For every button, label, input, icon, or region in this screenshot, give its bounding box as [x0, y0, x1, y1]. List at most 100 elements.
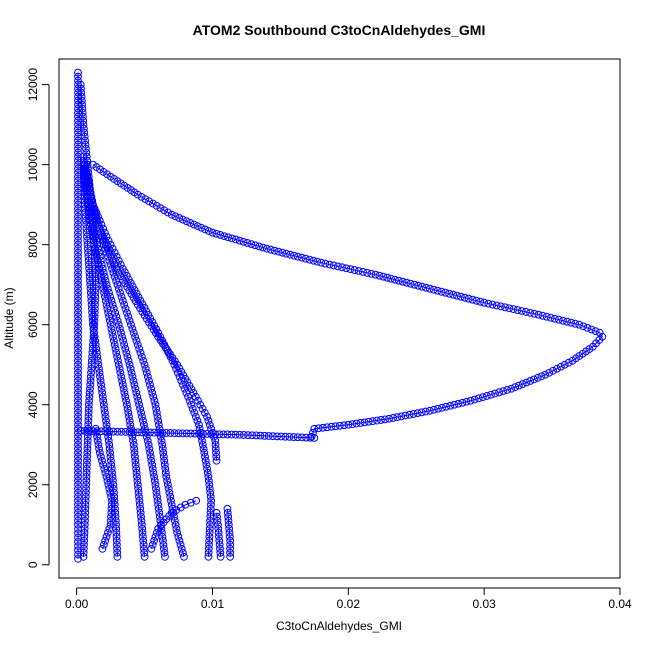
data-point: [202, 460, 211, 469]
data-point: [133, 340, 142, 349]
data-point: [97, 260, 106, 269]
data-point: [152, 404, 161, 413]
data-point: [81, 140, 90, 149]
data-point: [499, 387, 508, 396]
data-point: [191, 392, 200, 401]
data-point: [135, 344, 144, 353]
data-point: [470, 395, 479, 404]
data-point: [140, 548, 149, 557]
data-point: [145, 197, 154, 206]
data-point: [82, 228, 91, 237]
data-point: [372, 416, 381, 425]
data-point: [587, 325, 596, 334]
data-point: [81, 164, 90, 173]
data-point: [140, 360, 149, 369]
data-point: [79, 544, 88, 553]
data-point: [107, 508, 116, 517]
data-point: [129, 440, 138, 449]
data-point: [329, 261, 338, 270]
data-point: [74, 336, 82, 345]
data-point: [177, 544, 186, 553]
data-point: [74, 492, 82, 501]
data-point: [410, 280, 419, 289]
data-point: [379, 272, 388, 281]
data-point: [156, 432, 165, 441]
data-point: [174, 429, 183, 438]
data-point: [153, 496, 162, 505]
data-point: [82, 224, 91, 233]
data-point: [79, 552, 88, 561]
data-point: [136, 348, 145, 357]
data-point: [120, 300, 129, 309]
data-point: [74, 324, 82, 333]
data-point: [125, 360, 134, 369]
data-point: [174, 532, 183, 541]
data-point: [84, 252, 93, 261]
data-point: [91, 288, 100, 297]
data-point: [87, 364, 96, 373]
data-point: [91, 292, 100, 301]
data-point: [243, 239, 252, 247]
data-point: [406, 279, 415, 288]
data-point: [146, 428, 154, 437]
data-point: [180, 552, 188, 561]
data-point: [98, 392, 107, 401]
data-point: [478, 393, 487, 402]
data-point: [278, 248, 287, 257]
data-point: [91, 268, 100, 277]
y-tick-label: 10000: [26, 148, 40, 182]
data-point: [129, 436, 137, 445]
data-point: [81, 516, 89, 525]
data-point: [105, 427, 114, 436]
data-point: [251, 241, 260, 250]
data-point: [87, 196, 95, 205]
data-point: [538, 311, 547, 320]
data-point: [152, 484, 160, 493]
data-point: [225, 532, 234, 541]
data-point: [219, 430, 228, 439]
data-point: [98, 388, 107, 397]
data-point: [74, 468, 82, 477]
data-point: [227, 234, 236, 243]
data-point: [155, 424, 164, 433]
data-point: [107, 252, 116, 261]
data-point: [422, 283, 430, 292]
data-point: [138, 524, 147, 533]
data-point: [123, 352, 132, 361]
x-tick-label: 0.03: [472, 597, 496, 611]
data-point: [101, 536, 110, 545]
data-point: [482, 392, 491, 400]
data-point: [111, 344, 120, 353]
data-point: [113, 548, 122, 557]
data-point: [84, 404, 93, 413]
data-point: [244, 431, 252, 440]
data-point: [74, 116, 82, 125]
data-point: [281, 432, 290, 441]
data-point: [148, 464, 157, 473]
data-point: [82, 460, 91, 469]
data-point: [74, 480, 82, 489]
data-point: [74, 216, 82, 225]
data-point: [188, 404, 197, 413]
data-point: [187, 400, 196, 409]
data-point: [87, 356, 96, 365]
data-point: [81, 136, 89, 145]
data-point: [88, 316, 97, 325]
data-point: [95, 216, 104, 225]
data-point: [214, 520, 222, 529]
data-point: [142, 368, 151, 377]
data-point: [130, 444, 139, 453]
data-point: [85, 264, 94, 273]
data-point: [74, 364, 82, 373]
data-point: [152, 488, 161, 497]
data-point: [492, 301, 501, 310]
data-point: [309, 428, 317, 437]
x-axis: 0.00 0.01 0.02 0.03 0.04: [65, 587, 632, 611]
data-point: [92, 344, 101, 353]
data-point: [85, 272, 94, 281]
data-point: [84, 420, 93, 429]
data-point: [161, 552, 169, 561]
data-point: [166, 429, 175, 437]
data-point: [78, 104, 87, 113]
data-point: [496, 302, 505, 311]
